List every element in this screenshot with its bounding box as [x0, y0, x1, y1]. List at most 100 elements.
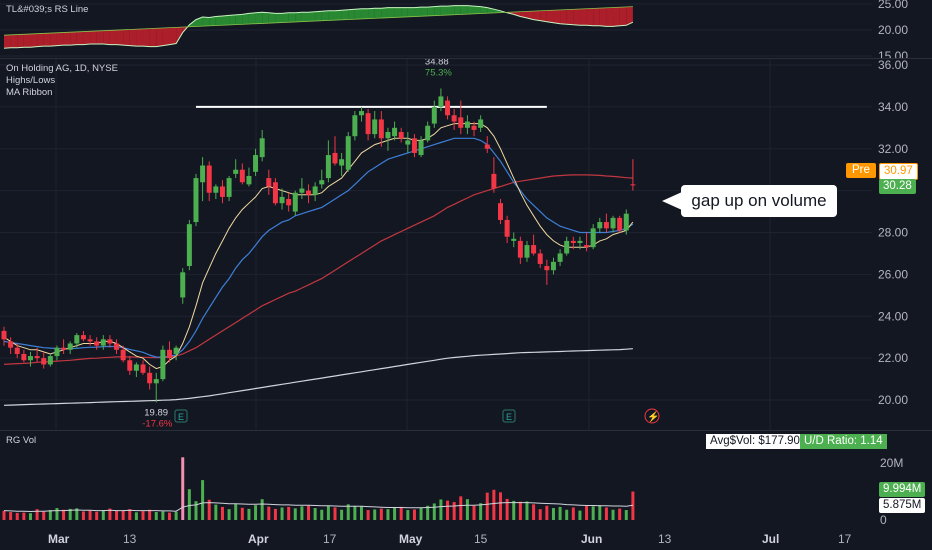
candle-body [54, 347, 60, 357]
candle-body [352, 115, 358, 137]
volume-bar [187, 489, 191, 520]
low-percent-label: -17.6% [142, 418, 173, 429]
highs-lows-indicator-label[interactable]: Highs/Lows [6, 75, 56, 86]
candle-body [378, 119, 384, 139]
rs-fill-segment [606, 7, 614, 27]
volume-bar [207, 499, 211, 520]
candle-body [279, 196, 285, 204]
candle-body [577, 240, 583, 243]
rs-fill-segment [235, 14, 243, 25]
rs-fill-segment [275, 13, 283, 23]
mid-moving-average-line [3, 137, 634, 358]
candle-body [445, 100, 451, 116]
volume-bar [42, 511, 46, 520]
volume-bar [194, 501, 198, 520]
rs-line-pane[interactable]: 25.00 20.00 15.00 TL&#039;s RS Line [0, 0, 932, 58]
candle-body [630, 184, 636, 186]
rs-fill-segment [454, 5, 461, 15]
price-pane[interactable]: 36.00 34.00 32.00 28.00 26.00 24.00 22.00 20.00… [0, 59, 932, 430]
candle-body [537, 253, 543, 264]
rs-baseline [3, 6, 633, 36]
average-volume-tag: 5.875M [879, 498, 926, 513]
volume-bar [419, 507, 423, 520]
time-tick-label: 15 [474, 532, 488, 546]
time-axis[interactable]: Mar 13 Apr 17 May 15 Jun 13 Jul 17 [0, 527, 932, 550]
rs-fill-segment [467, 5, 475, 15]
volume-tick-label: 0 [880, 513, 887, 527]
rs-fill-segment [361, 8, 369, 19]
volume-bar [240, 507, 244, 520]
candle-body [597, 222, 603, 229]
candle-body [299, 188, 305, 193]
premarket-label: Pre [846, 163, 876, 178]
candle-body [325, 155, 331, 179]
rs-fill-segment [626, 6, 633, 26]
candle-body [14, 347, 20, 354]
candle-body [345, 136, 351, 170]
candle-body [372, 119, 378, 135]
time-tick-label: 13 [123, 532, 137, 546]
time-tick-label: Apr [248, 532, 269, 546]
gap-up-callout[interactable]: gap up on volume [681, 185, 837, 217]
volume-bar [320, 509, 324, 520]
volume-bar [618, 508, 622, 520]
rs-fill-segment [268, 12, 276, 24]
ma-ribbon-indicator-label[interactable]: MA Ribbon [6, 87, 53, 98]
volume-bar [446, 500, 450, 520]
volume-bar [353, 505, 357, 520]
candle-body [219, 186, 225, 197]
earnings-marker-box[interactable] [174, 409, 188, 423]
volume-bar [346, 504, 350, 520]
candle-body [292, 192, 298, 212]
earnings-marker-box[interactable] [502, 409, 516, 423]
volume-bar [505, 498, 509, 520]
volume-bar [545, 505, 549, 520]
volume-bar [234, 504, 238, 520]
volume-bar [287, 506, 291, 520]
candle-body [74, 335, 80, 344]
volume-bar [326, 506, 330, 520]
rs-fill-segment [619, 6, 627, 26]
volume-bar [479, 503, 483, 520]
volume-bar [128, 509, 132, 520]
candle-body [120, 349, 126, 361]
time-tick-label: Jun [581, 532, 602, 546]
rs-fill-segment [109, 30, 117, 45]
rs-tick-label: 20.00 [878, 23, 908, 37]
candle-body [431, 106, 437, 124]
split-marker-circle[interactable] [644, 408, 660, 424]
rs-pane-title: TL&#039;s RS Line [6, 4, 89, 15]
fast-moving-average-line [3, 123, 634, 370]
candle-body [365, 113, 371, 135]
rs-fill-segment [63, 32, 71, 46]
rs-fill-segment [229, 14, 236, 25]
candle-body [200, 165, 206, 183]
candle-body [590, 228, 596, 248]
volume-pane[interactable]: 20M10M0 RG Vol Avg$Vol: $177.908M U/D Ra… [0, 431, 932, 527]
rs-fill-segment [202, 17, 210, 27]
volume-bar [432, 503, 436, 520]
volume-bar [313, 508, 317, 520]
candle-body [87, 339, 93, 342]
rs-fill-segment [209, 16, 216, 26]
candle-body [544, 266, 550, 271]
volume-bar [426, 505, 430, 520]
volume-pane-title: RG Vol [6, 435, 37, 446]
candle-body [173, 347, 179, 354]
pane-separator[interactable] [0, 430, 932, 431]
time-tick-label: May [399, 532, 423, 546]
pane-separator[interactable] [0, 58, 932, 59]
volume-bar [591, 506, 595, 520]
volume-bar [333, 507, 337, 520]
candle-body [193, 178, 199, 223]
rs-fill-segment [513, 11, 521, 17]
volume-bar [260, 499, 264, 520]
candle-body [1, 330, 7, 340]
symbol-title[interactable]: On Holding AG, 1D, NYSE [6, 63, 118, 74]
candle-body [140, 364, 146, 373]
rs-fill-segment [573, 9, 580, 26]
volume-bar [565, 509, 569, 520]
candle-body [153, 379, 159, 384]
time-tick-label: 13 [658, 532, 672, 546]
candle-body [312, 186, 318, 195]
